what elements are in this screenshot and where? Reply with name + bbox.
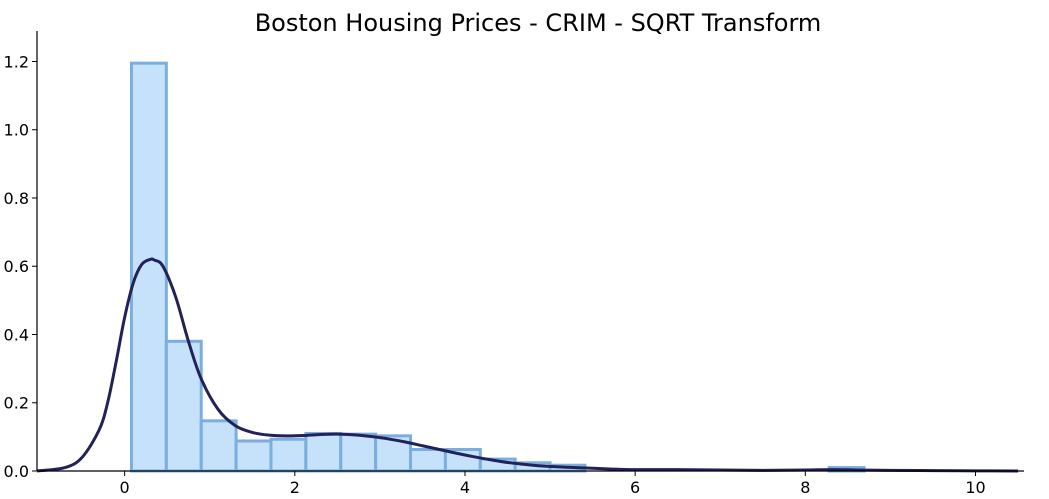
histogram-bar — [129, 61, 168, 473]
x-tick-label: 6 — [630, 478, 640, 497]
y-tick-label: 0.0 — [4, 462, 29, 481]
x-ticks: 0 2 4 6 8 10 — [120, 471, 986, 497]
chart-title: Boston Housing Prices - CRIM - SQRT Tran… — [255, 9, 822, 37]
y-tick-label: 0.2 — [4, 394, 29, 413]
axes — [36, 31, 1024, 472]
y-tick-label: 0.6 — [4, 257, 29, 276]
histogram-bars — [129, 61, 866, 473]
histogram-bar — [409, 448, 447, 473]
histogram-bar — [304, 431, 343, 473]
y-ticks: 0.0 0.2 0.4 0.6 0.8 1.0 1.2 — [4, 52, 37, 481]
histogram-bar — [199, 419, 238, 473]
y-tick-label: 0.4 — [4, 325, 29, 344]
x-tick-label: 10 — [965, 478, 985, 497]
x-tick-label: 0 — [120, 478, 130, 497]
y-tick-label: 0.8 — [4, 189, 29, 208]
x-tick-label: 4 — [460, 478, 470, 497]
x-tick-label: 8 — [800, 478, 810, 497]
y-tick-label: 1.0 — [4, 121, 29, 140]
x-tick-label: 2 — [290, 478, 300, 497]
histogram-bar — [269, 437, 308, 473]
kde-curve — [36, 257, 1019, 473]
y-tick-label: 1.2 — [4, 52, 29, 71]
histogram-bar — [339, 432, 378, 473]
histogram-bar — [234, 439, 273, 473]
